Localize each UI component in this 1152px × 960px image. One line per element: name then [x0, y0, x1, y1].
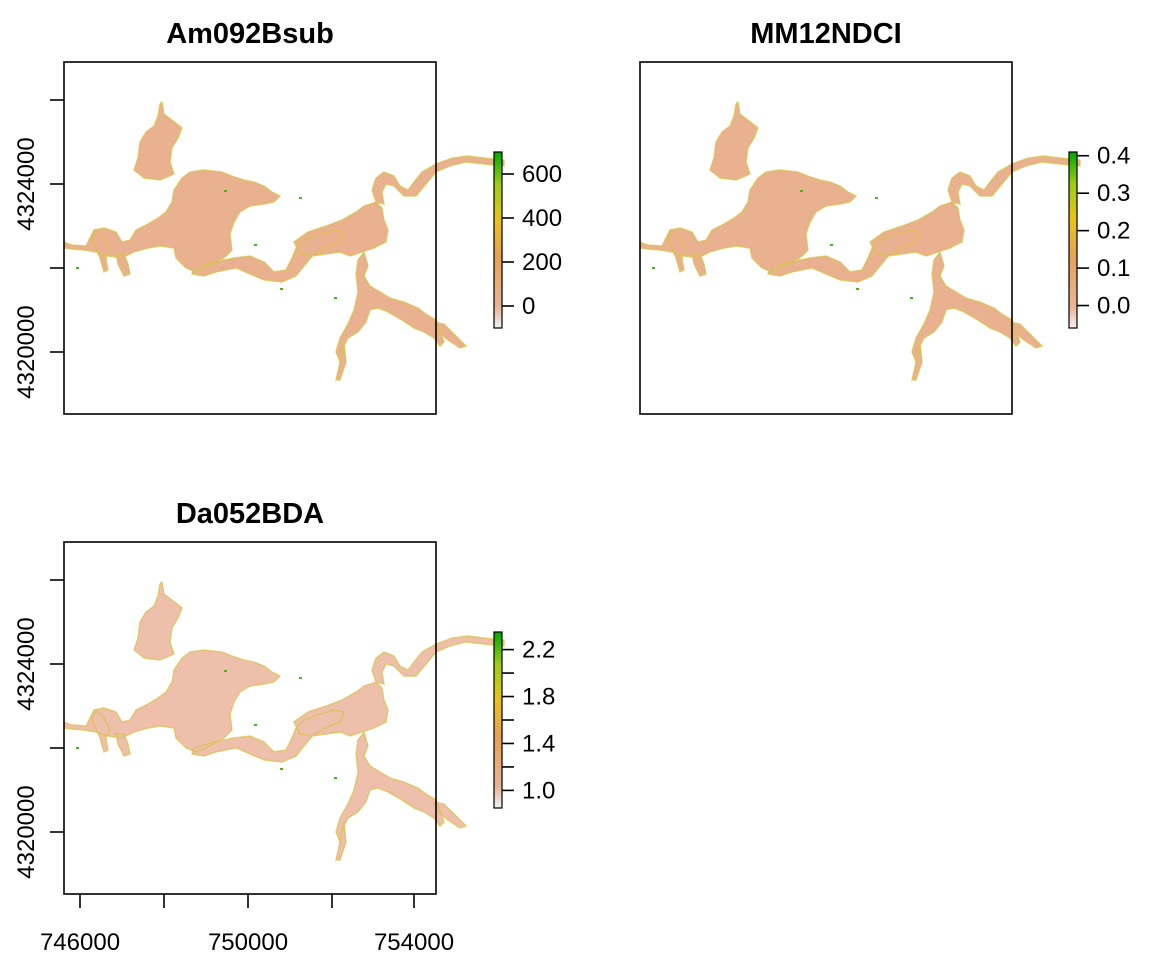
- raster-water-body: [639, 101, 1081, 381]
- legend-bar: [493, 631, 503, 809]
- y-tick-label: 4324000: [13, 617, 40, 710]
- raster-water-body: [63, 581, 505, 861]
- raster-water-body: [63, 101, 505, 381]
- legend-tick-label: 1.0: [522, 777, 555, 804]
- plot-frame: [63, 61, 437, 415]
- legend-tick-label: 200: [522, 249, 562, 276]
- legend-tick-label: 0: [522, 293, 535, 320]
- plot-frame: [63, 541, 437, 895]
- legend-tick-label: 0.2: [1097, 218, 1130, 245]
- x-tick-label: 754000: [374, 929, 454, 956]
- legend-bar: [493, 151, 503, 329]
- x-tick-label: 750000: [208, 929, 288, 956]
- x-tick-label: 746000: [40, 929, 120, 956]
- y-axis: 4320000 4324000: [13, 99, 64, 399]
- legend-tick-label: 1.8: [522, 684, 555, 711]
- legend-bar: [1068, 151, 1078, 329]
- panel-title: MM12NDCI: [750, 18, 901, 50]
- panel-title: Am092Bsub: [166, 18, 334, 50]
- legend-tick-label: 0.0: [1097, 293, 1130, 320]
- y-tick-label: 4320000: [13, 785, 40, 878]
- legend-tick-label: 400: [522, 205, 562, 232]
- color-legend: 1.0 1.4 1.8 2.2: [493, 631, 555, 809]
- color-legend: 0.0 0.1 0.2 0.3 0.4: [1068, 143, 1130, 329]
- legend-tick-label: 2.2: [522, 637, 555, 664]
- legend-tick-label: 0.4: [1097, 143, 1130, 170]
- x-axis: 746000 750000 754000: [40, 894, 454, 956]
- legend-tick-label: 0.1: [1097, 255, 1130, 282]
- y-axis: 4320000 4324000: [13, 579, 64, 879]
- legend-tick-label: 600: [522, 161, 562, 188]
- panel-title: Da052BDA: [176, 498, 324, 530]
- legend-tick-label: 0.3: [1097, 180, 1130, 207]
- map-panel-2: MM12NDCI 0.0 0.1 0.2 0.3 0.4: [639, 18, 1130, 415]
- legend-tick-label: 1.4: [522, 730, 555, 757]
- map-panel-1: Am092Bsub 4320000 4324000 0 200 400 600: [13, 18, 562, 415]
- plot-frame: [639, 61, 1013, 415]
- panels-root: Am092Bsub 4320000 4324000 0 200 400 600 MM12NDC…: [13, 18, 1130, 956]
- y-tick-label: 4324000: [13, 137, 40, 230]
- map-panel-3: Da052BDA 4320000 4324000 746000 750000 754000…: [13, 498, 555, 956]
- y-tick-label: 4320000: [13, 305, 40, 398]
- color-legend: 0 200 400 600: [493, 151, 562, 329]
